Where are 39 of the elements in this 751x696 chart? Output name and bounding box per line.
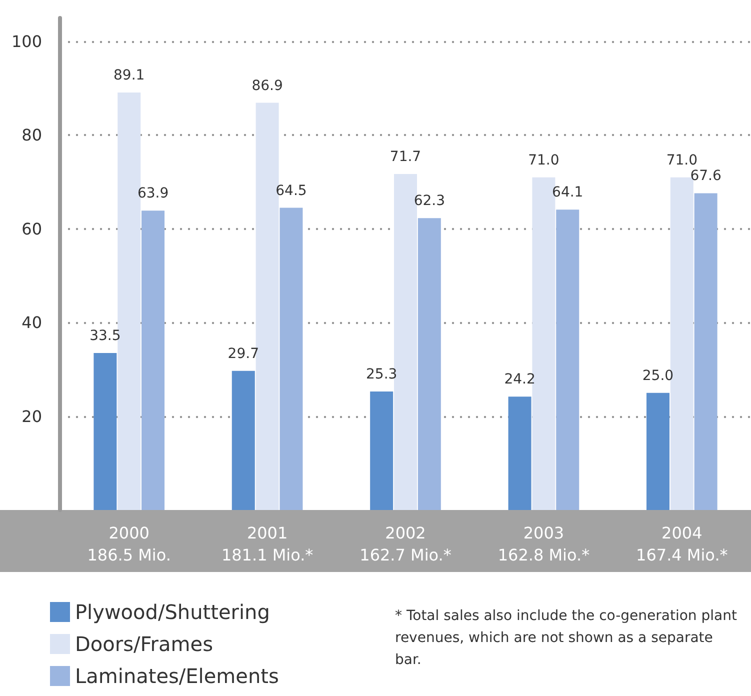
bar <box>370 391 394 510</box>
text: * Total sales also include the co-generation plant revenues, which are not shown as a separate bar. <box>395 608 742 668</box>
y-tick-label: 80 <box>22 126 42 145</box>
x-tick-label: 2001 181.1 Mio.* <box>221 524 314 564</box>
data-label: 63.9 <box>137 186 169 202</box>
bar <box>556 210 580 510</box>
data-label: 86.9 <box>252 78 283 94</box>
y-tick-label: 20 <box>22 406 42 426</box>
x-tick-label: 2002 162.7 Mio.* <box>360 524 452 564</box>
data-label: 71.0 <box>528 152 560 168</box>
y-tick-label: 40 <box>22 313 42 332</box>
bar <box>418 218 441 510</box>
data-label: 64.1 <box>552 184 584 201</box>
bar <box>508 396 532 510</box>
y-tick-label: 100 <box>11 32 42 51</box>
bar <box>232 370 255 510</box>
legend-label: Doors/Frames <box>75 632 213 656</box>
x-tick-label: 2004 167.4 Mio.* <box>636 524 728 564</box>
data-label: 89.1 <box>114 68 145 84</box>
y-tick-label: 60 <box>22 219 42 238</box>
bar <box>94 353 117 510</box>
data-label: 25.0 <box>642 368 674 384</box>
data-label: 25.3 <box>366 366 398 382</box>
data-label: 67.6 <box>690 168 722 184</box>
data-label: 29.7 <box>228 346 259 362</box>
x-tick-label: 2003 162.8 Mio.* <box>498 524 590 564</box>
data-label: 71.0 <box>666 152 698 168</box>
data-label: 71.7 <box>390 149 422 166</box>
legend-label: Laminates/Elements <box>75 664 279 688</box>
data-label: 33.5 <box>90 328 121 344</box>
data-label: 24.2 <box>504 372 536 388</box>
legend-label: Plywood/Shuttering <box>75 600 270 624</box>
x-tick-label: 2000 186.5 Mio. <box>87 524 171 564</box>
bar <box>646 392 670 510</box>
bar <box>694 193 718 510</box>
bar <box>142 210 165 510</box>
data-label: 64.5 <box>276 182 307 199</box>
data-label: 62.3 <box>414 193 446 210</box>
bar <box>280 208 303 510</box>
